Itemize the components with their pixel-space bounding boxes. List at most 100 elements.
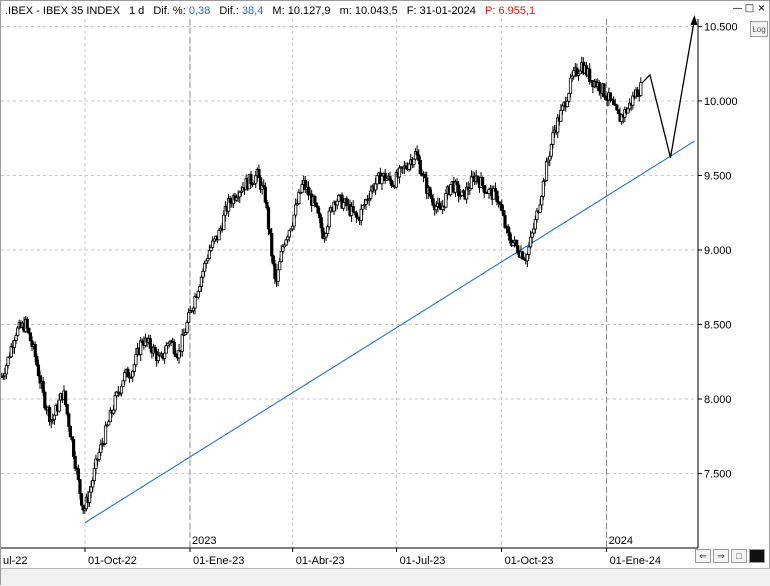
candle-body — [417, 154, 421, 161]
candle-body — [495, 190, 499, 203]
candle-body — [612, 100, 616, 105]
candle-body — [380, 175, 384, 185]
candle-body — [9, 346, 13, 358]
candle-body — [91, 480, 95, 488]
scroll-end-button[interactable]: ⇒ — [713, 549, 729, 563]
candle-body — [565, 100, 569, 108]
candle-body — [342, 202, 346, 209]
candle-body — [418, 159, 422, 175]
candle-body — [608, 92, 613, 100]
candle-body — [500, 204, 504, 211]
candle-body — [286, 236, 290, 241]
date-value: 31-01-2024 — [419, 5, 476, 17]
support-trendline — [84, 140, 695, 524]
candle-body — [572, 70, 576, 77]
candle-body — [493, 188, 498, 192]
candle-body — [639, 82, 643, 96]
candle-body — [28, 332, 33, 342]
date-label: F: — [406, 5, 417, 17]
candle-body — [297, 191, 301, 204]
candle-body — [103, 425, 108, 445]
maximize-icon[interactable]: □ — [744, 3, 755, 14]
chart-header: .IBEX - IBEX 35 INDEX 1 d Dif. %: 0,38 D… — [1, 1, 749, 21]
zoom-button[interactable]: □ — [731, 549, 747, 563]
candle-body — [193, 296, 197, 309]
scroll-left-button[interactable]: ⇐ — [695, 549, 711, 563]
candle-body — [508, 232, 512, 241]
candle-body — [313, 196, 317, 204]
candle-body — [63, 390, 68, 406]
candle-body — [191, 307, 196, 312]
candle-body — [276, 269, 280, 282]
candle-body — [482, 185, 486, 193]
candle-body — [567, 93, 571, 102]
candle-body — [198, 286, 202, 292]
candle-body — [551, 132, 555, 145]
y-tick-label: 10.500 — [704, 21, 738, 33]
projection-layer — [641, 15, 698, 158]
candle-body — [78, 479, 82, 495]
candle-body — [388, 175, 392, 181]
candle-body — [278, 261, 282, 271]
candle-body — [316, 205, 320, 214]
candle-body — [604, 96, 608, 100]
candle-body — [533, 218, 537, 230]
minimize-icon[interactable]: — — [732, 3, 743, 14]
max-label: M: — [272, 5, 285, 17]
candle-body — [222, 214, 226, 231]
candle-body — [57, 399, 61, 412]
candle-body — [284, 239, 288, 246]
candle-body — [89, 486, 93, 493]
candle-body — [429, 194, 434, 200]
candle-body — [126, 368, 130, 378]
candle-body — [153, 346, 157, 353]
candle-body — [131, 371, 135, 378]
candles-layer — [1, 56, 643, 515]
candle-body — [327, 210, 331, 228]
candle-body — [201, 270, 205, 278]
x-tick-label: 01-Ene-24 — [610, 555, 661, 567]
candle-body — [79, 493, 84, 506]
candle-body — [294, 204, 298, 216]
candle-body — [279, 251, 283, 263]
candle-body — [68, 426, 72, 438]
candle-body — [588, 68, 592, 83]
candle-body — [238, 191, 242, 198]
candle-body — [476, 175, 480, 181]
close-icon[interactable]: × — [757, 3, 766, 14]
candle-body — [540, 195, 544, 206]
candle-body — [626, 108, 630, 114]
candle-body — [134, 353, 138, 366]
candle-body — [538, 204, 542, 213]
candle-body — [541, 180, 545, 197]
candle-body — [324, 233, 328, 238]
candle-body — [314, 202, 319, 207]
candle-body — [527, 246, 531, 255]
candle-body — [48, 406, 52, 422]
candle-body — [532, 228, 536, 234]
candle-body — [457, 184, 461, 197]
x-tick-label: 01-Abr-23 — [296, 555, 345, 567]
log-scale-button[interactable]: Log — [750, 21, 768, 37]
p-value: 6.955,1 — [498, 5, 536, 17]
candle-body — [87, 491, 92, 503]
min-label: m: — [339, 5, 352, 17]
candle-body — [76, 468, 80, 480]
candle-body — [16, 327, 20, 337]
candle-body — [397, 167, 402, 178]
x-tick-label: ul-22 — [3, 555, 27, 567]
candle-body — [12, 340, 17, 348]
candle-body — [616, 109, 621, 115]
candle-body — [373, 183, 378, 191]
candle-body — [437, 202, 442, 209]
x-tick-label: 01-Oct-22 — [88, 555, 137, 567]
candle-body — [25, 318, 29, 329]
candle-body — [615, 104, 619, 111]
candle-body — [209, 247, 213, 251]
candle-body — [568, 77, 573, 94]
trendline-layer — [84, 140, 695, 524]
candle-body — [199, 276, 204, 287]
candle-body — [290, 225, 295, 230]
color-swatch[interactable] — [749, 549, 765, 563]
candle-body — [210, 240, 215, 248]
